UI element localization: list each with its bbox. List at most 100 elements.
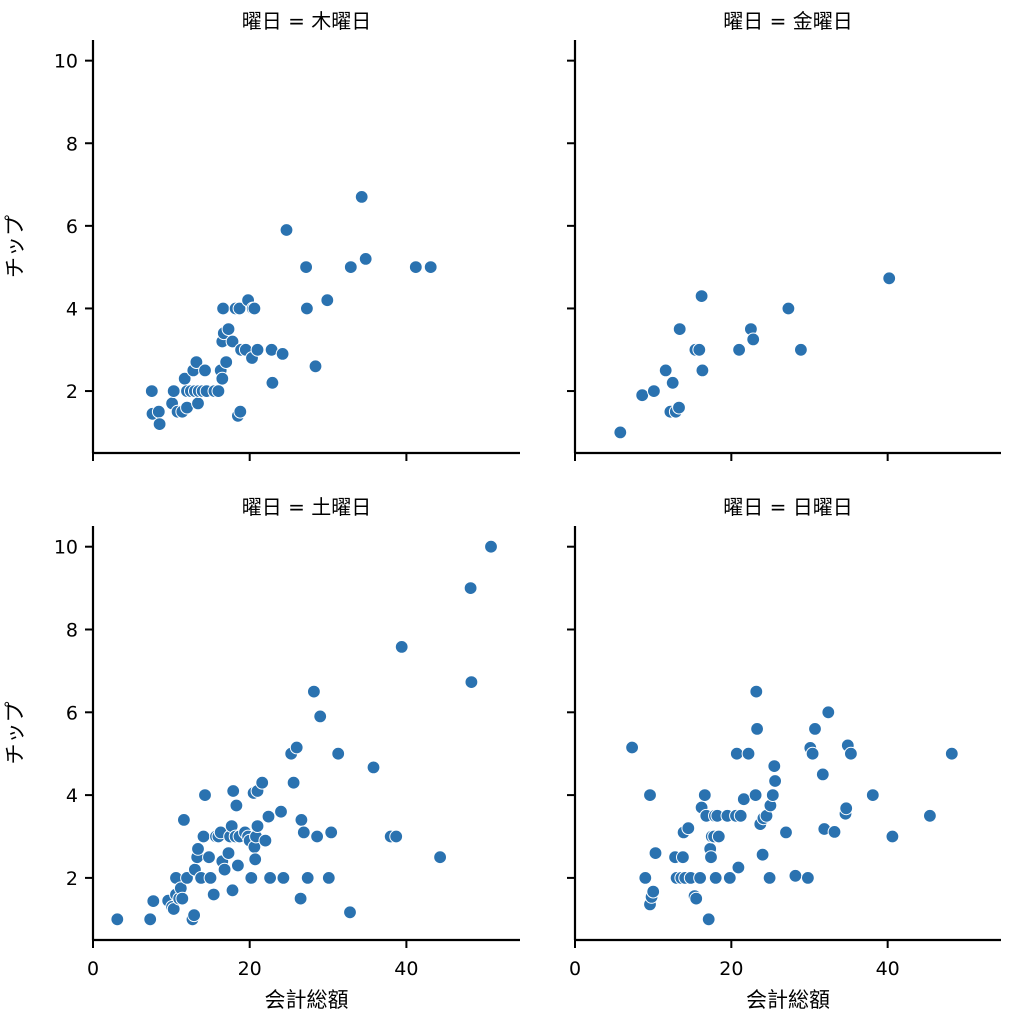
- data-point: [331, 746, 346, 761]
- data-point: [704, 850, 718, 865]
- data-point: [736, 792, 751, 807]
- data-point: [358, 252, 373, 266]
- data-point: [265, 375, 280, 390]
- data-point: [882, 271, 897, 286]
- facet-title: 曜日 = 金曜日: [723, 9, 852, 33]
- x-tick-label: 0: [569, 958, 581, 980]
- facet-title: 曜日 = 木曜日: [242, 9, 371, 33]
- data-point: [313, 709, 328, 724]
- y-tick-label: 6: [66, 702, 78, 724]
- data-point: [143, 912, 158, 927]
- data-point: [844, 746, 858, 761]
- data-point: [729, 746, 744, 761]
- data-point: [166, 384, 181, 399]
- data-point: [225, 883, 240, 898]
- data-point: [308, 359, 323, 374]
- x-tick-label: 40: [876, 958, 900, 980]
- data-point: [343, 260, 358, 275]
- data-point: [433, 850, 448, 865]
- data-point: [464, 675, 479, 689]
- data-point: [755, 847, 770, 862]
- data-point: [279, 223, 294, 237]
- data-point: [354, 190, 369, 204]
- data-point: [625, 740, 639, 755]
- data-point: [248, 852, 263, 867]
- data-point: [221, 846, 236, 860]
- data-point: [676, 850, 690, 865]
- data-point: [635, 388, 650, 403]
- facet-panel-thursday: 曜日 = 木曜日 2 4 6 8 10: [54, 9, 520, 461]
- y-tick-label: 4: [66, 785, 78, 807]
- y-tick-label: 10: [54, 51, 78, 73]
- data-point: [187, 908, 202, 923]
- data-point: [805, 746, 820, 761]
- data-point: [189, 355, 204, 370]
- data-point: [646, 884, 661, 899]
- data-point: [320, 293, 335, 308]
- data-point: [198, 788, 212, 802]
- data-point: [177, 813, 191, 827]
- x-tick-label: 40: [394, 958, 418, 980]
- data-point: [689, 891, 704, 906]
- data-point: [808, 722, 822, 736]
- data-point: [211, 384, 226, 399]
- data-point: [233, 404, 248, 419]
- data-point: [206, 887, 221, 902]
- data-point: [144, 384, 159, 399]
- data-point: [697, 788, 712, 802]
- y-tick-label: 4: [66, 298, 78, 320]
- data-point: [217, 862, 232, 877]
- facet-title: 曜日 = 土曜日: [242, 495, 371, 519]
- x-tick-label: 20: [719, 958, 743, 980]
- data-point: [408, 260, 423, 275]
- data-point: [394, 640, 409, 654]
- data-point: [275, 347, 290, 361]
- data-point: [658, 363, 673, 378]
- data-point: [708, 871, 723, 885]
- data-point: [693, 871, 707, 885]
- data-point: [276, 871, 291, 885]
- data-point: [274, 804, 288, 819]
- data-point: [175, 891, 190, 906]
- facet-panel-friday: 曜日 = 金曜日: [567, 9, 1001, 461]
- data-point: [293, 891, 308, 906]
- y-tick-label: 2: [66, 381, 78, 403]
- data-point: [191, 396, 205, 411]
- data-point: [310, 829, 325, 844]
- data-point: [821, 705, 836, 720]
- data-point: [681, 821, 696, 836]
- data-point: [865, 788, 880, 802]
- data-point: [788, 868, 803, 883]
- data-point: [665, 375, 680, 390]
- data-point: [711, 829, 726, 844]
- data-point: [692, 342, 707, 357]
- data-point: [343, 905, 357, 920]
- data-point: [151, 404, 166, 419]
- data-point: [263, 871, 278, 885]
- data-point: [261, 809, 276, 824]
- data-point: [255, 775, 270, 790]
- data-point: [638, 871, 653, 885]
- data-point: [701, 912, 716, 927]
- facet-panel-sunday: 曜日 = 日曜日 0 20 40: [567, 495, 1001, 980]
- data-point: [765, 788, 780, 802]
- data-point: [146, 894, 161, 908]
- data-point: [219, 355, 234, 370]
- data-point: [215, 371, 230, 386]
- data-point: [643, 788, 657, 802]
- data-point: [463, 581, 478, 595]
- y-axis-label: チップ: [3, 702, 27, 765]
- y-tick-label: 2: [66, 868, 78, 890]
- data-point: [672, 400, 686, 415]
- data-point: [695, 363, 710, 378]
- data-point: [247, 301, 262, 316]
- data-point: [647, 384, 661, 399]
- data-point: [781, 301, 796, 316]
- data-point: [231, 858, 245, 873]
- data-point: [299, 260, 314, 275]
- y-tick-label: 8: [66, 133, 78, 155]
- data-point: [423, 260, 438, 275]
- data-point: [110, 912, 125, 927]
- data-point: [389, 829, 404, 844]
